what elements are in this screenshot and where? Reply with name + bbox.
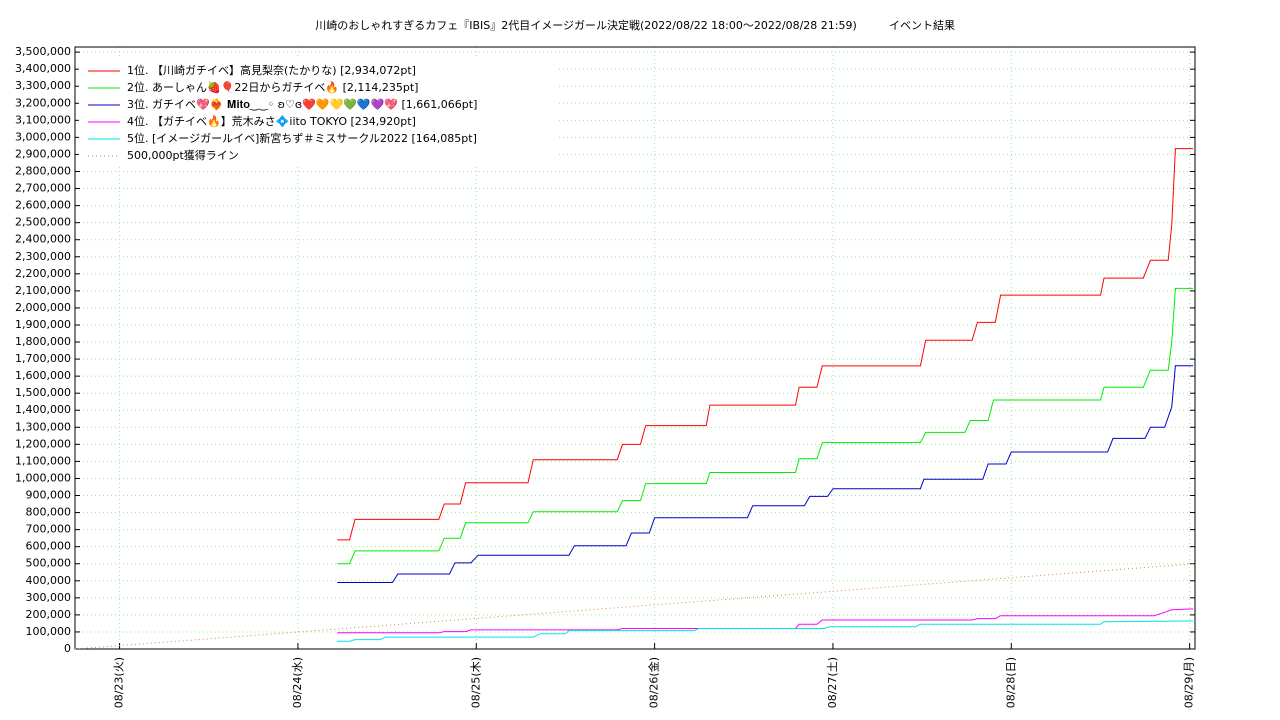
y-tick-label: 800,000 [26,506,72,519]
y-tick-label: 1,400,000 [15,403,71,416]
y-tick-label: 1,900,000 [15,318,71,331]
y-tick-label: 2,600,000 [15,199,71,212]
y-tick-label: 3,100,000 [15,113,71,126]
series-line [337,287,1194,565]
y-tick-label: 2,300,000 [15,250,71,263]
y-tick-label: 3,500,000 [15,45,71,58]
y-tick-label: 2,400,000 [15,233,71,246]
legend-label: 4位. 【ガチイベ🔥】荒木みさ💠iito TOKYO [234,920pt] [127,114,416,128]
series-line [74,563,1196,650]
y-tick-label: 3,400,000 [15,62,71,75]
y-tick-label: 100,000 [26,625,72,638]
legend: 1位. 【川崎ガチイベ】高見梨奈(たかりな) [2,934,072pt] 2位. … [79,59,559,167]
y-tick-label: 2,200,000 [15,267,71,280]
legend-label: 500,000pt獲得ライン [127,149,239,162]
y-tick-label: 900,000 [26,489,72,502]
y-tick-label: 3,300,000 [15,79,71,92]
chart-subtitle: イベント結果 [889,18,955,32]
x-tick-label: 08/29(月) [1183,657,1196,708]
y-tick-label: 2,100,000 [15,284,71,297]
y-tick-label: 600,000 [26,540,72,553]
y-tick-label: 400,000 [26,574,72,587]
y-tick-label: 2,800,000 [15,164,71,177]
y-tick-label: 1,000,000 [15,471,71,484]
y-tick-label: 1,100,000 [15,454,71,467]
plot-frame [74,46,1196,650]
y-tick-label: 200,000 [26,608,72,621]
y-tick-label: 3,200,000 [15,96,71,109]
y-tick-label: 1,700,000 [15,352,71,365]
y-tick-label: 2,900,000 [15,147,71,160]
series-line [337,148,1194,541]
x-tick-label: 08/26(金) [647,657,661,708]
y-tick-label: 2,500,000 [15,216,71,229]
y-tick-label: 300,000 [26,591,72,604]
x-tick-label: 08/24(水) [291,657,304,708]
y-tick-label: 0 [64,642,71,655]
legend-label: 2位. あーしゃん🍓🎈22日からガチイベ🔥 [2,114,235pt] [127,80,418,94]
y-tick-label: 700,000 [26,523,72,536]
y-tick-label: 3,000,000 [15,130,71,143]
legend-label: 5位. [イメージガールイベ]新宮ちず＃ミスサークル2022 [164,085p… [127,131,477,145]
series-line [337,608,1194,634]
x-tick-label: 08/28(日) [1004,657,1017,708]
chart-title: 川崎のおしゃれすぎるカフェ『IBIS』2代目イメージガール決定戦(2022/08… [315,18,857,32]
series-line [337,365,1194,583]
y-tick-label: 2,700,000 [15,182,71,195]
x-tick-label: 08/23(火) [113,657,126,708]
y-tick-label: 1,800,000 [15,335,71,348]
y-tick-label: 2,000,000 [15,301,71,314]
y-tick-label: 1,200,000 [15,437,71,450]
y-tick-label: 1,600,000 [15,369,71,382]
series-line [337,620,1194,642]
x-tick-label: 08/25(木) [469,657,482,708]
y-tick-label: 1,500,000 [15,386,71,399]
x-tick-label: 08/27(土) [826,657,839,708]
legend-label: 1位. 【川崎ガチイベ】高見梨奈(たかりな) [2,934,072pt] [127,63,416,77]
legend-box [79,59,559,167]
legend-label: 3位. ガチイベ💖❤️‍🔥 𝐌𝐢𝐭𝐨‿‿◦ ʚ♡ɞ❤️🧡💛💚💙💜💖 [1,661… [127,97,477,111]
y-tick-label: 1,300,000 [15,420,71,433]
y-tick-label: 500,000 [26,557,72,570]
